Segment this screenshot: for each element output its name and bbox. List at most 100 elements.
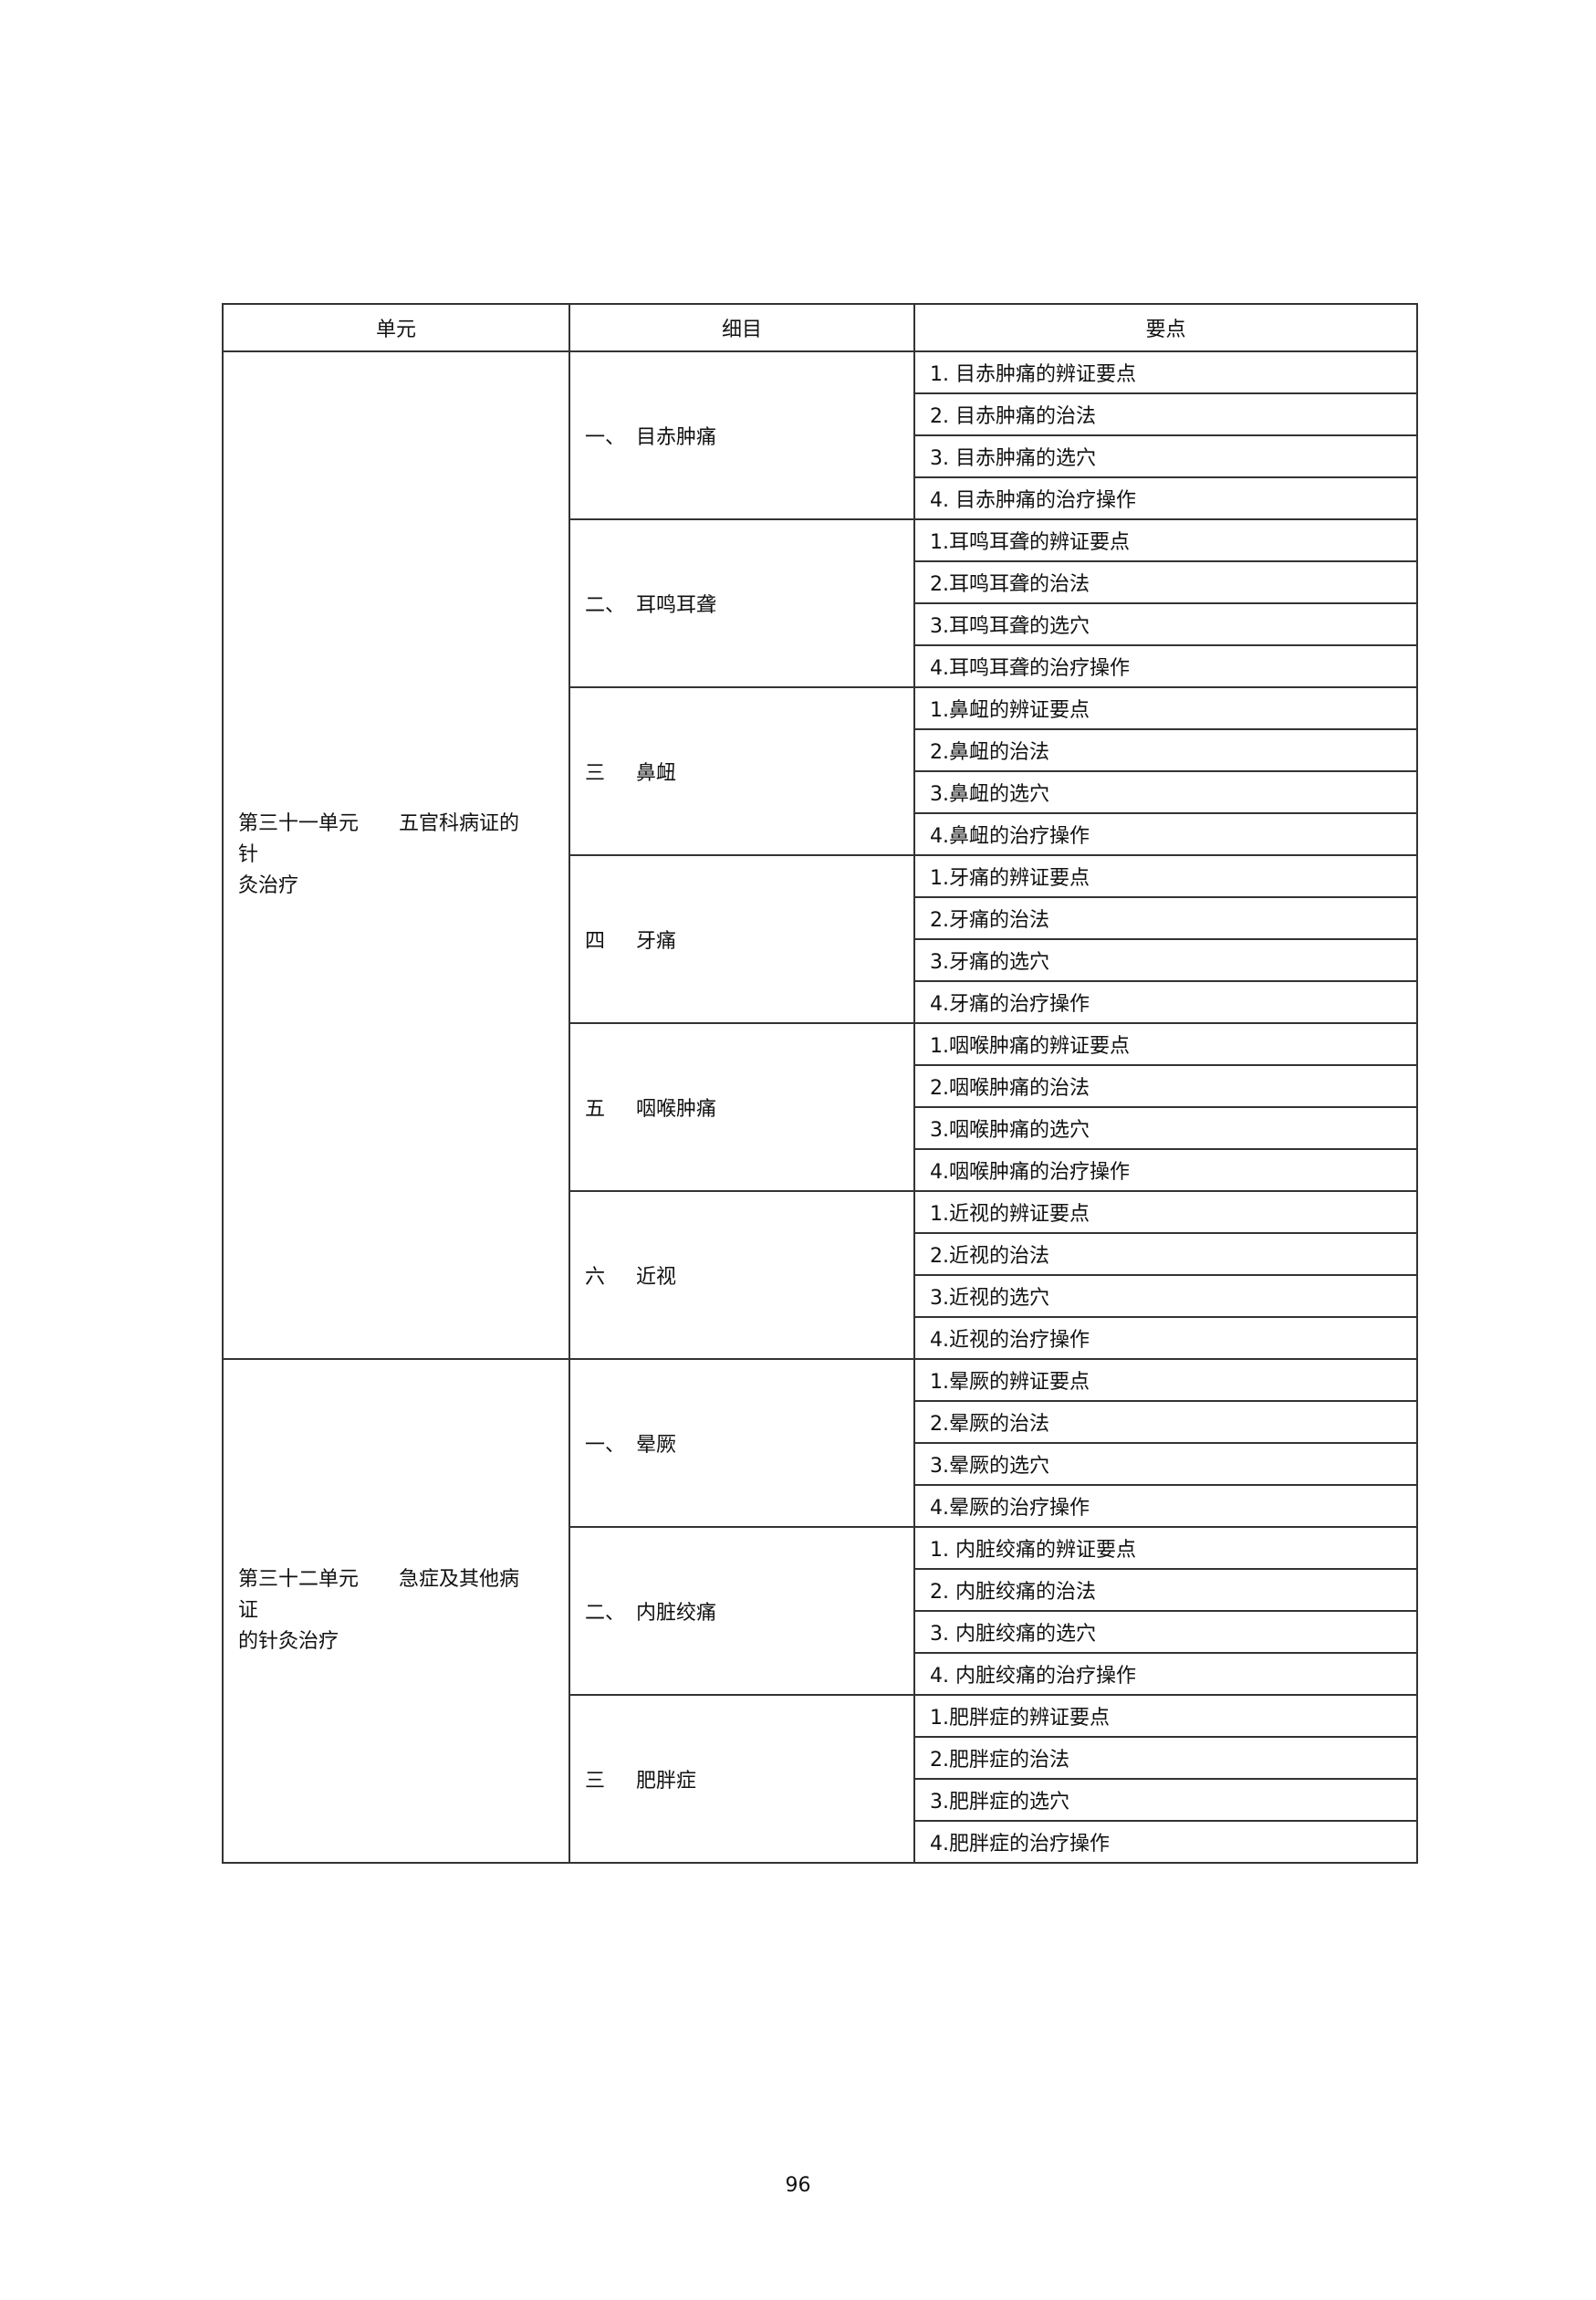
subitem-name: 鼻衄 [636,762,677,785]
subitem-name: 咽喉肿痛 [636,1098,717,1121]
subitem-name: 牙痛 [636,930,677,953]
subitem-cell: 三 鼻衄 [569,686,915,856]
table-row: 3.牙痛的选穴 [223,938,1418,982]
table-row: 第三十一单元 五官科病证的针灸治疗 一、 目赤肿痛 1. 目赤肿痛的辨证要点 [222,350,1418,1360]
unit-title-line: 针 [238,843,259,866]
key-point: 2. 内脏绞痛的治法 [913,1568,1418,1612]
table-row: 3.咽喉肿痛的选穴 [223,1106,1418,1150]
unit-cell: 第三十二单元 急症及其他病证的针灸治疗 [222,1358,570,1864]
subitem-name: 目赤肿痛 [636,426,717,449]
table-row: 3.鼻衄的选穴 [223,770,1418,814]
subitem-name: 近视 [636,1266,677,1289]
table-row: 4.牙痛的治疗操作 [223,980,1418,1024]
subitem-cell: 一、 晕厥 [569,1358,915,1528]
key-point: 2.耳鸣耳聋的治法 [913,560,1418,604]
subitem-number: 五 [585,1098,606,1121]
key-point: 1. 目赤肿痛的辨证要点 [913,350,1418,394]
subitem-number: 一、 [585,426,626,449]
table-row: 2.牙痛的治法 [223,896,1418,940]
table-row: 3.晕厥的选穴 [223,1442,1418,1486]
subitem-name: 内脏绞痛 [636,1602,717,1625]
key-point: 4.晕厥的治疗操作 [913,1484,1418,1528]
header-row: 单元 细目 要点 [222,303,1418,352]
table-body: 第三十一单元 五官科病证的针灸治疗 一、 目赤肿痛 1. 目赤肿痛的辨证要点 2. 目赤… [222,350,1418,1864]
key-point: 1.鼻衄的辨证要点 [913,686,1418,730]
key-point: 4.肥胖症的治疗操作 [913,1820,1418,1864]
table-row: 三 鼻衄 1.鼻衄的辨证要点 [223,686,1418,856]
key-point: 2.牙痛的治法 [913,896,1418,940]
table-row: 4.肥胖症的治疗操作 [223,1820,1418,1864]
table-row: 二、 内脏绞痛 1. 内脏绞痛的辨证要点 [223,1526,1418,1696]
key-point: 2.晕厥的治法 [913,1400,1418,1444]
unit-title-line: 第三十一单元 五官科病证的 [238,812,520,835]
key-point: 3. 内脏绞痛的选穴 [913,1610,1418,1654]
key-point: 1. 内脏绞痛的辨证要点 [913,1526,1418,1570]
table-row: 六 近视 1.近视的辨证要点 [223,1190,1418,1360]
syllabus-table: 单元 细目 要点 第三十一单元 五官科病证的针灸治疗 一、 目赤肿痛 1. 目赤肿痛的… [222,303,1418,1864]
table-row: 3.肥胖症的选穴 [223,1778,1418,1822]
table-row: 第三十二单元 急症及其他病证的针灸治疗 一、 晕厥 1.晕厥的辨证要点 [222,1358,1418,1864]
unit-title-line: 第三十二单元 急症及其他病 [238,1568,520,1591]
table-row: 五 咽喉肿痛 1.咽喉肿痛的辨证要点 [223,1022,1418,1192]
subitem-cell: 六 近视 [569,1190,915,1360]
key-point: 3.耳鸣耳聋的选穴 [913,602,1418,646]
table-row: 3. 目赤肿痛的选穴 [223,434,1418,478]
table-row: 4. 内脏绞痛的治疗操作 [223,1652,1418,1696]
key-point: 2.鼻衄的治法 [913,728,1418,772]
key-point: 3. 目赤肿痛的选穴 [913,434,1418,478]
key-point: 1.耳鸣耳聋的辨证要点 [913,518,1418,562]
key-point: 4.牙痛的治疗操作 [913,980,1418,1024]
key-point: 3.近视的选穴 [913,1274,1418,1318]
key-point: 1.牙痛的辨证要点 [913,854,1418,898]
key-point: 1.肥胖症的辨证要点 [913,1694,1418,1738]
table-row: 4.晕厥的治疗操作 [223,1484,1418,1528]
subitem-number: 三 [585,762,606,785]
table-row: 4.咽喉肿痛的治疗操作 [223,1148,1418,1192]
key-point: 4.咽喉肿痛的治疗操作 [913,1148,1418,1192]
subitem-name: 晕厥 [636,1434,677,1457]
subitem-number: 一、 [585,1434,626,1457]
subitem-cell: 五 咽喉肿痛 [569,1022,915,1192]
key-point: 3.晕厥的选穴 [913,1442,1418,1486]
key-point: 1.晕厥的辨证要点 [913,1358,1418,1402]
table-row: 二、 耳鸣耳聋 1.耳鸣耳聋的辨证要点 [223,518,1418,688]
subitem-number: 六 [585,1266,606,1289]
unit-title-line: 证 [238,1599,259,1622]
header-subitem: 细目 [569,303,915,352]
table-row: 4. 目赤肿痛的治疗操作 [223,476,1418,520]
key-point: 4.耳鸣耳聋的治疗操作 [913,644,1418,688]
key-point: 2.肥胖症的治法 [913,1736,1418,1780]
unit-cell: 第三十一单元 五官科病证的针灸治疗 [222,350,570,1360]
subitem-number: 二、 [585,1602,626,1625]
header-unit: 单元 [222,303,570,352]
key-point: 1.咽喉肿痛的辨证要点 [913,1022,1418,1066]
unit-title-line: 灸治疗 [238,874,299,897]
table-row: 四 牙痛 1.牙痛的辨证要点 [223,854,1418,1024]
table-row: 2.鼻衄的治法 [223,728,1418,772]
key-point: 4. 内脏绞痛的治疗操作 [913,1652,1418,1696]
table-row: 3.近视的选穴 [223,1274,1418,1318]
table-row: 4.鼻衄的治疗操作 [223,812,1418,856]
table-row: 2.晕厥的治法 [223,1400,1418,1444]
table-row: 三 肥胖症 1.肥胖症的辨证要点 [223,1694,1418,1864]
table-row: 4.耳鸣耳聋的治疗操作 [223,644,1418,688]
key-point: 3.鼻衄的选穴 [913,770,1418,814]
subitem-number: 三 [585,1770,606,1793]
subitem-cell: 二、 内脏绞痛 [569,1526,915,1696]
table-row: 3. 内脏绞痛的选穴 [223,1610,1418,1654]
subitem-cell: 四 牙痛 [569,854,915,1024]
key-point: 3.咽喉肿痛的选穴 [913,1106,1418,1150]
page-number: 96 [785,2174,811,2197]
key-point: 2.咽喉肿痛的治法 [913,1064,1418,1108]
subitem-cell: 三 肥胖症 [569,1694,915,1864]
subitem-name: 肥胖症 [636,1770,697,1793]
key-point: 3.肥胖症的选穴 [913,1778,1418,1822]
table-row: 2.近视的治法 [223,1232,1418,1276]
subitem-number: 四 [585,930,606,953]
subitem-cell: 二、 耳鸣耳聋 [569,518,915,688]
subitem-cell: 一、 目赤肿痛 [569,350,915,520]
table-row: 2. 内脏绞痛的治法 [223,1568,1418,1612]
subitem-name: 耳鸣耳聋 [636,594,717,617]
key-point: 2.近视的治法 [913,1232,1418,1276]
key-point: 4.鼻衄的治疗操作 [913,812,1418,856]
